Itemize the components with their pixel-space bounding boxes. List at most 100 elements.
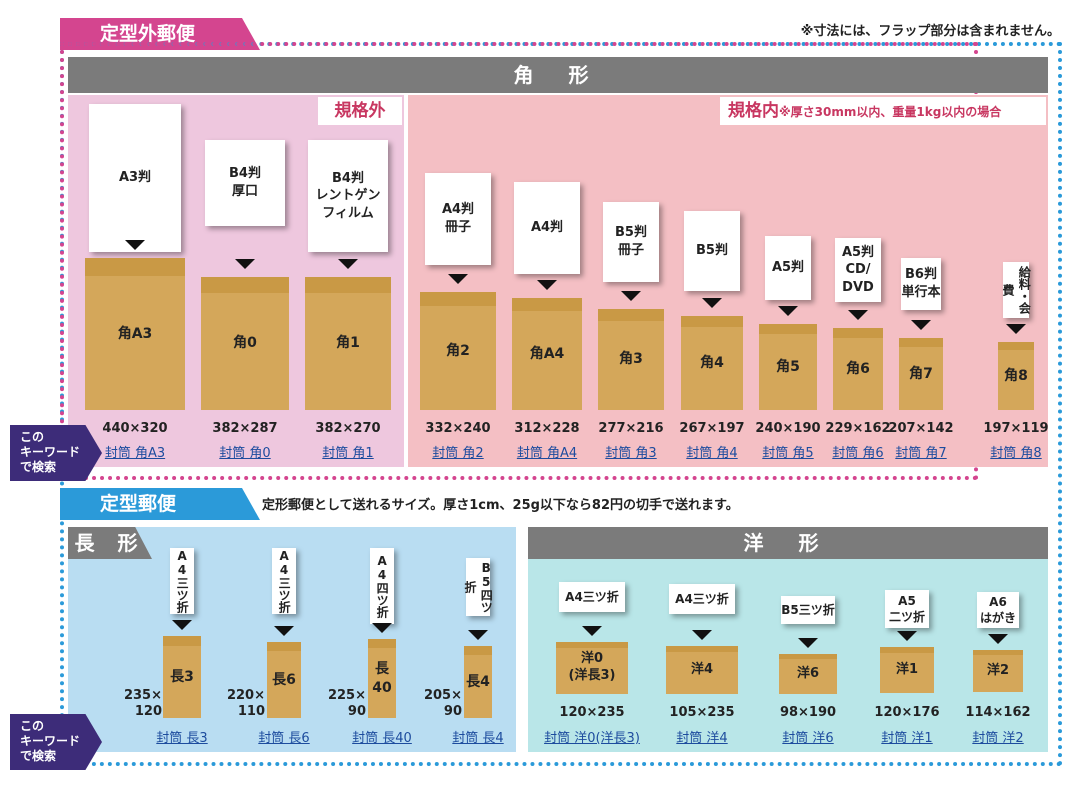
search-link-you-4[interactable]: 封筒 洋2 <box>972 731 1024 746</box>
note-text: ※寸法には、フラップ部分は含まれません。 <box>800 24 1060 39</box>
size-kaku-3: 332×240 <box>425 421 491 436</box>
search-link-kaku-0[interactable]: 封筒 角A3 <box>104 446 166 461</box>
envelope-label: 角6 <box>846 360 870 377</box>
search-link-naga-0[interactable]: 封筒 長3 <box>156 731 208 746</box>
label-kikaku-nai: 規格内※厚さ30mm以内、重量1kg以内の場合 <box>720 97 1046 125</box>
envelope-label: 角A3 <box>117 325 153 342</box>
arrow-down-icon <box>372 623 392 633</box>
size-kaku-4: 312×228 <box>514 421 580 436</box>
label-kikaku-nai-title: 規格内 <box>728 101 779 121</box>
search-link-naga-2[interactable]: 封筒 長40 <box>352 731 412 746</box>
envelope-label: 長4 <box>466 673 490 690</box>
paper-naga-1: A4三ツ折 <box>272 548 296 614</box>
arrow-down-icon <box>537 280 557 290</box>
arrow-down-icon <box>911 320 931 330</box>
envelope-naga-0: 長3 <box>163 636 201 718</box>
paper-naga-3: B5四ツ折 <box>463 558 493 616</box>
size-you-0: 120×235 <box>559 705 625 720</box>
envelope-label: 洋6 <box>796 665 820 681</box>
envelope-label: 角5 <box>776 358 800 375</box>
envelope-you-0: 洋0 (洋長3) <box>556 642 628 694</box>
paper-kaku-9: B6判 単行本 <box>901 258 941 310</box>
arrow-down-icon <box>582 626 602 636</box>
size-you-4: 114×162 <box>965 705 1031 720</box>
envelope-kaku-1: 角0 <box>201 277 289 410</box>
envelope-label: 角1 <box>336 335 360 352</box>
search-link-you-3[interactable]: 封筒 洋1 <box>881 731 933 746</box>
arrow-down-icon <box>621 291 641 301</box>
envelope-label: 洋2 <box>986 662 1010 678</box>
size-naga-1: 220× 110 <box>226 688 265 720</box>
search-link-naga-1[interactable]: 封筒 長6 <box>258 731 310 746</box>
search-link-kaku-10[interactable]: 封筒 角8 <box>990 446 1042 461</box>
envelope-label: 角A4 <box>529 345 565 362</box>
arrow-down-icon <box>798 638 818 648</box>
paper-naga-2: A4四ツ折 <box>370 548 394 624</box>
envelope-kaku-3: 角2 <box>420 292 496 410</box>
arrow-down-icon <box>702 298 722 308</box>
search-link-kaku-7[interactable]: 封筒 角5 <box>762 446 814 461</box>
size-kaku-2: 382×270 <box>315 421 381 436</box>
envelope-naga-1: 長6 <box>267 642 301 718</box>
paper-kaku-7: A5判 <box>765 236 811 300</box>
search-link-naga-3[interactable]: 封筒 長4 <box>452 731 504 746</box>
arrow-down-icon <box>274 626 294 636</box>
envelope-kaku-6: 角4 <box>681 316 743 410</box>
search-link-kaku-3[interactable]: 封筒 角2 <box>432 446 484 461</box>
size-you-1: 105×235 <box>669 705 735 720</box>
arrow-down-icon <box>338 259 358 269</box>
search-link-you-1[interactable]: 封筒 洋4 <box>676 731 728 746</box>
search-link-kaku-6[interactable]: 封筒 角4 <box>686 446 738 461</box>
band-kaku: 角 形 <box>68 57 1048 93</box>
search-link-kaku-8[interactable]: 封筒 角6 <box>832 446 884 461</box>
arrow-down-icon <box>468 630 488 640</box>
envelope-label: 長6 <box>272 671 296 688</box>
envelope-label: 長40 <box>372 661 392 696</box>
search-link-kaku-1[interactable]: 封筒 角0 <box>219 446 271 461</box>
envelope-label: 角4 <box>700 354 724 371</box>
search-link-kaku-5[interactable]: 封筒 角3 <box>605 446 657 461</box>
size-naga-2: 225× 90 <box>327 688 366 720</box>
paper-kaku-5: B5判 冊子 <box>603 202 659 282</box>
label-kikaku-nai-note: ※厚さ30mm以内、重量1kg以内の場合 <box>779 105 1002 119</box>
envelope-you-1: 洋4 <box>666 646 738 694</box>
paper-kaku-10: 給料・会費 <box>1001 262 1031 318</box>
paper-naga-0: A4三ツ折 <box>170 548 194 614</box>
size-you-2: 98×190 <box>779 705 837 720</box>
size-naga-0: 235× 120 <box>123 688 162 720</box>
size-kaku-5: 277×216 <box>598 421 664 436</box>
paper-you-3: A5 二ツ折 <box>885 590 929 628</box>
envelope-label: 洋1 <box>895 661 919 677</box>
paper-you-0: A4三ツ折 <box>559 582 625 612</box>
search-link-kaku-9[interactable]: 封筒 角7 <box>895 446 947 461</box>
keyword-badge-bottom: この キーワード で検索 <box>10 714 102 770</box>
search-link-you-2[interactable]: 封筒 洋6 <box>782 731 834 746</box>
arrow-down-icon <box>172 620 192 630</box>
envelope-label: 角0 <box>233 335 257 352</box>
keyword-badge-top: この キーワード で検索 <box>10 425 102 481</box>
envelope-kaku-2: 角1 <box>305 277 391 410</box>
size-naga-3: 205× 90 <box>423 688 462 720</box>
envelope-kaku-7: 角5 <box>759 324 817 410</box>
size-kaku-9: 207×142 <box>888 421 954 436</box>
envelope-label: 角7 <box>909 365 933 382</box>
arrow-down-icon <box>988 634 1008 644</box>
envelope-kaku-8: 角6 <box>833 328 883 410</box>
panel-you <box>528 527 1048 752</box>
envelope-label: 角2 <box>446 342 470 359</box>
paper-kaku-6: B5判 <box>684 211 740 291</box>
search-link-kaku-4[interactable]: 封筒 角A4 <box>516 446 578 461</box>
search-link-you-0[interactable]: 封筒 洋0(洋長3) <box>544 731 640 746</box>
paper-kaku-4: A4判 <box>514 182 580 274</box>
arrow-down-icon <box>125 240 145 250</box>
envelope-label: 洋4 <box>690 661 714 677</box>
envelope-kaku-5: 角3 <box>598 309 664 410</box>
size-you-3: 120×176 <box>874 705 940 720</box>
search-link-kaku-2[interactable]: 封筒 角1 <box>322 446 374 461</box>
arrow-down-icon <box>235 259 255 269</box>
arrow-down-icon <box>692 630 712 640</box>
envelope-naga-3: 長4 <box>464 646 492 718</box>
label-kikaku-gai: 規格外 <box>318 97 402 125</box>
size-kaku-10: 197×119 <box>983 421 1049 436</box>
envelope-kaku-0: 角A3 <box>85 258 185 410</box>
